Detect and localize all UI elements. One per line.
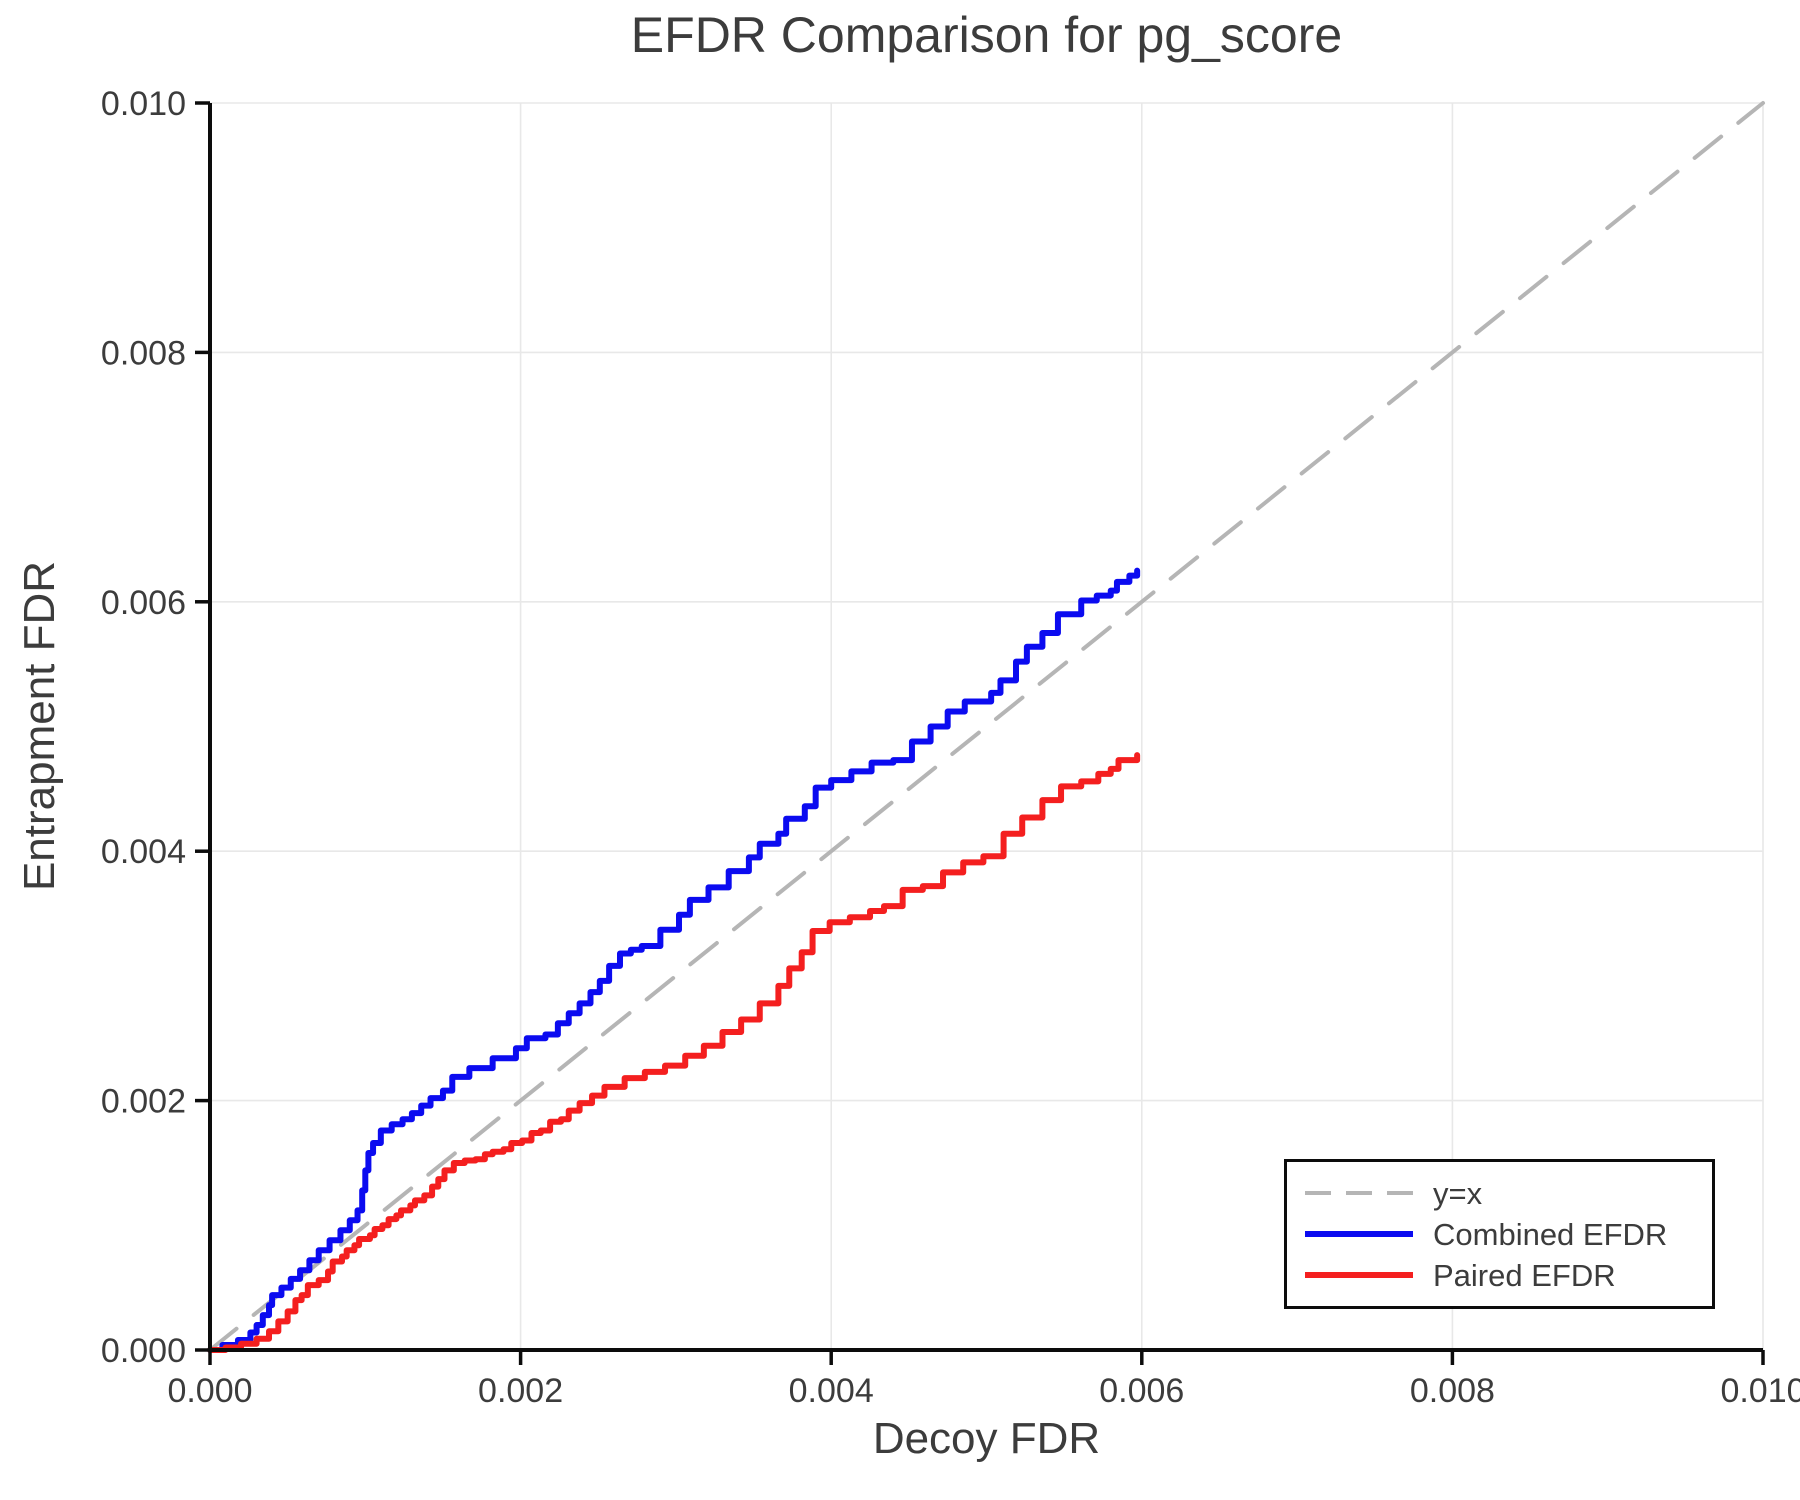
y-tick-label: 0.004 xyxy=(101,833,186,871)
x-tick-label: 0.000 xyxy=(167,1372,252,1410)
red-line-swatch-icon xyxy=(1305,1272,1413,1278)
paired-efdr-line xyxy=(207,752,1141,1353)
x-tick-label: 0.010 xyxy=(1720,1372,1800,1410)
x-tick-label: 0.004 xyxy=(789,1372,874,1410)
legend-label-combined: Combined EFDR xyxy=(1433,1216,1668,1252)
x-axis-label: Decoy FDR xyxy=(872,1414,1101,1463)
x-tick-label: 0.008 xyxy=(1410,1372,1495,1410)
combined-efdr-line xyxy=(207,567,1141,1353)
legend-entry-paired: Paired EFDR xyxy=(1303,1258,1712,1292)
legend-entry-identity: y=x xyxy=(1303,1176,1712,1210)
x-tick-label: 0.006 xyxy=(1099,1372,1184,1410)
y-tick-label: 0.008 xyxy=(101,334,186,372)
y-tick-label: 0.002 xyxy=(101,1083,186,1121)
y-tick-label: 0.000 xyxy=(101,1332,186,1370)
blue-line-swatch-icon xyxy=(1305,1231,1413,1237)
legend-label-identity: y=x xyxy=(1433,1175,1483,1211)
chart-title: EFDR Comparison for pg_score xyxy=(630,7,1343,63)
identity-line xyxy=(208,101,1765,1352)
y-axis-label: Entrapment FDR xyxy=(15,560,64,892)
x-tick-label: 0.002 xyxy=(478,1372,563,1410)
legend-entry-combined: Combined EFDR xyxy=(1303,1217,1712,1251)
y-tick-label: 0.006 xyxy=(101,584,186,622)
y-tick-label: 0.010 xyxy=(101,85,186,123)
dashed-line-swatch-icon xyxy=(1305,1191,1413,1195)
legend-label-paired: Paired EFDR xyxy=(1433,1257,1616,1293)
legend-box: y=x Combined EFDR Paired EFDR xyxy=(1284,1159,1715,1309)
